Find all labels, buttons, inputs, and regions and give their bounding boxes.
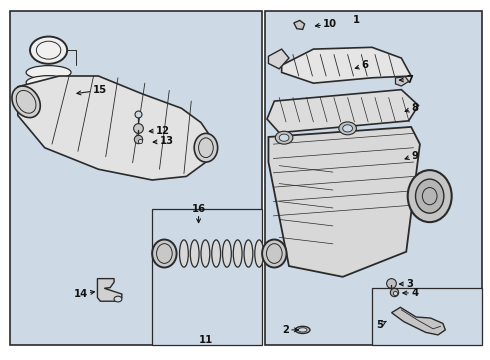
Ellipse shape [179, 240, 188, 267]
Text: 6: 6 [355, 60, 368, 70]
Circle shape [114, 296, 122, 302]
Circle shape [339, 122, 356, 135]
Text: 12: 12 [149, 126, 170, 135]
Text: 9: 9 [405, 150, 418, 161]
Text: 16: 16 [192, 204, 206, 223]
FancyBboxPatch shape [152, 209, 262, 345]
Polygon shape [98, 279, 122, 301]
Ellipse shape [244, 240, 253, 267]
Ellipse shape [255, 240, 264, 267]
Text: 7: 7 [399, 75, 413, 85]
Ellipse shape [201, 240, 210, 267]
Text: 5: 5 [376, 320, 386, 330]
Ellipse shape [26, 86, 71, 99]
Polygon shape [395, 77, 409, 86]
Circle shape [28, 90, 69, 120]
Text: 15: 15 [77, 85, 107, 95]
Ellipse shape [152, 239, 176, 267]
Text: 3: 3 [399, 279, 413, 289]
Ellipse shape [12, 86, 40, 118]
FancyBboxPatch shape [372, 288, 482, 345]
Polygon shape [267, 90, 418, 133]
Polygon shape [294, 21, 305, 30]
Polygon shape [269, 49, 289, 69]
Text: 13: 13 [153, 136, 173, 146]
Text: 2: 2 [282, 325, 298, 335]
Ellipse shape [233, 240, 242, 267]
Polygon shape [269, 127, 420, 277]
Polygon shape [282, 47, 411, 83]
Ellipse shape [26, 76, 71, 89]
Text: 10: 10 [316, 19, 337, 29]
Ellipse shape [295, 326, 310, 333]
Ellipse shape [416, 179, 444, 213]
Circle shape [343, 125, 352, 132]
Ellipse shape [212, 240, 220, 267]
Text: 4: 4 [403, 288, 418, 298]
Text: 14: 14 [74, 289, 95, 299]
Circle shape [30, 37, 67, 64]
Ellipse shape [298, 328, 307, 332]
Ellipse shape [222, 240, 231, 267]
FancyBboxPatch shape [10, 12, 262, 345]
Ellipse shape [190, 240, 199, 267]
Text: 8: 8 [405, 103, 418, 113]
Text: 11: 11 [199, 334, 213, 345]
Ellipse shape [408, 170, 452, 222]
Circle shape [275, 131, 293, 144]
Circle shape [279, 134, 289, 141]
Ellipse shape [26, 66, 71, 79]
Polygon shape [392, 307, 445, 335]
Ellipse shape [194, 134, 218, 162]
Ellipse shape [262, 239, 287, 267]
Polygon shape [18, 76, 211, 180]
FancyBboxPatch shape [265, 12, 482, 345]
Text: 1: 1 [352, 15, 360, 26]
